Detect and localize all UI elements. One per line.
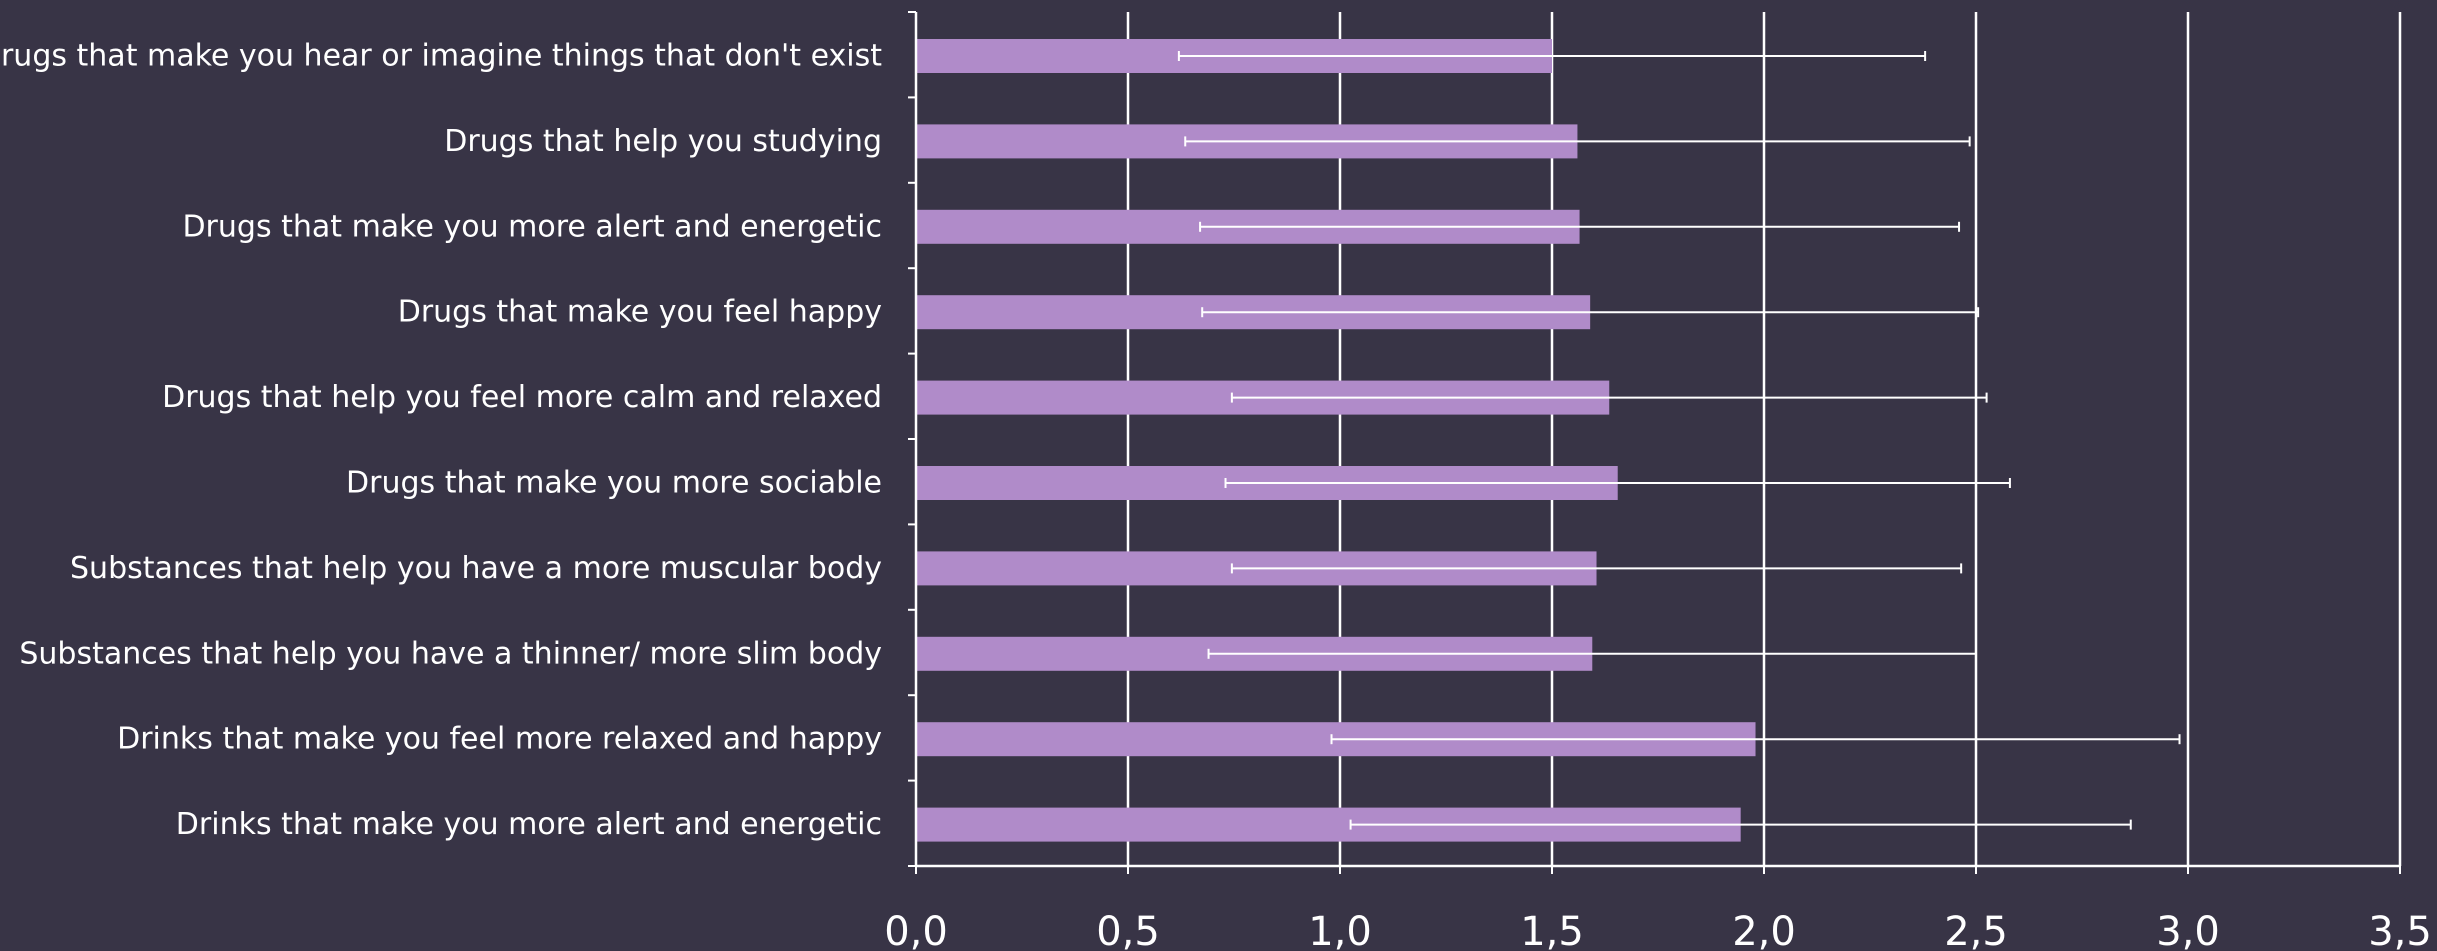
x-tick-label-2: 1,0 xyxy=(1308,909,1372,951)
category-label-9: Drinks that make you more alert and ener… xyxy=(176,807,882,842)
category-label-4: Drugs that help you feel more calm and r… xyxy=(162,380,882,415)
error-bar-6 xyxy=(1230,563,1963,574)
error-bar-9 xyxy=(1349,819,2132,830)
error-bars xyxy=(1177,51,2181,830)
category-label-1: Drugs that help you studying xyxy=(444,124,882,159)
category-label-8: Drinks that make you feel more relaxed a… xyxy=(117,722,882,757)
error-bar-0 xyxy=(1177,51,1927,61)
error-bar-4 xyxy=(1230,392,1988,403)
x-tick-label-1: 0,5 xyxy=(1096,909,1160,951)
error-bar-8 xyxy=(1330,734,2181,745)
x-tick-label-0: 0,0 xyxy=(884,909,948,951)
x-tick-label-6: 3,0 xyxy=(2156,909,2220,951)
category-labels: Drugs that make you hear or imagine thin… xyxy=(0,39,882,843)
category-label-5: Drugs that make you more sociable xyxy=(346,466,882,501)
error-bar-1 xyxy=(1184,136,1971,147)
category-label-0: Drugs that make you hear or imagine thin… xyxy=(0,39,882,74)
bars xyxy=(916,39,1756,842)
x-tick-label-4: 2,0 xyxy=(1732,909,1796,951)
category-label-6: Substances that help you have a more mus… xyxy=(70,551,882,586)
category-label-2: Drugs that make you more alert and energ… xyxy=(182,209,882,244)
error-bar-7 xyxy=(1207,648,1977,659)
error-bar-2 xyxy=(1199,221,1961,232)
x-tick-labels: 0,0 0,5 1,0 1,5 2,0 2,5 3,0 3,5 xyxy=(884,909,2432,951)
x-tick-label-5: 2,5 xyxy=(1944,909,2008,951)
error-bar-5 xyxy=(1224,478,2011,488)
error-bar-3 xyxy=(1201,307,1980,318)
category-label-3: Drugs that make you feel happy xyxy=(398,295,882,330)
x-tick-label-3: 1,5 xyxy=(1520,909,1584,951)
category-label-7: Substances that help you have a thinner/… xyxy=(19,636,882,671)
x-tick-label-7: 3,5 xyxy=(2368,909,2432,951)
axes xyxy=(908,11,2401,874)
